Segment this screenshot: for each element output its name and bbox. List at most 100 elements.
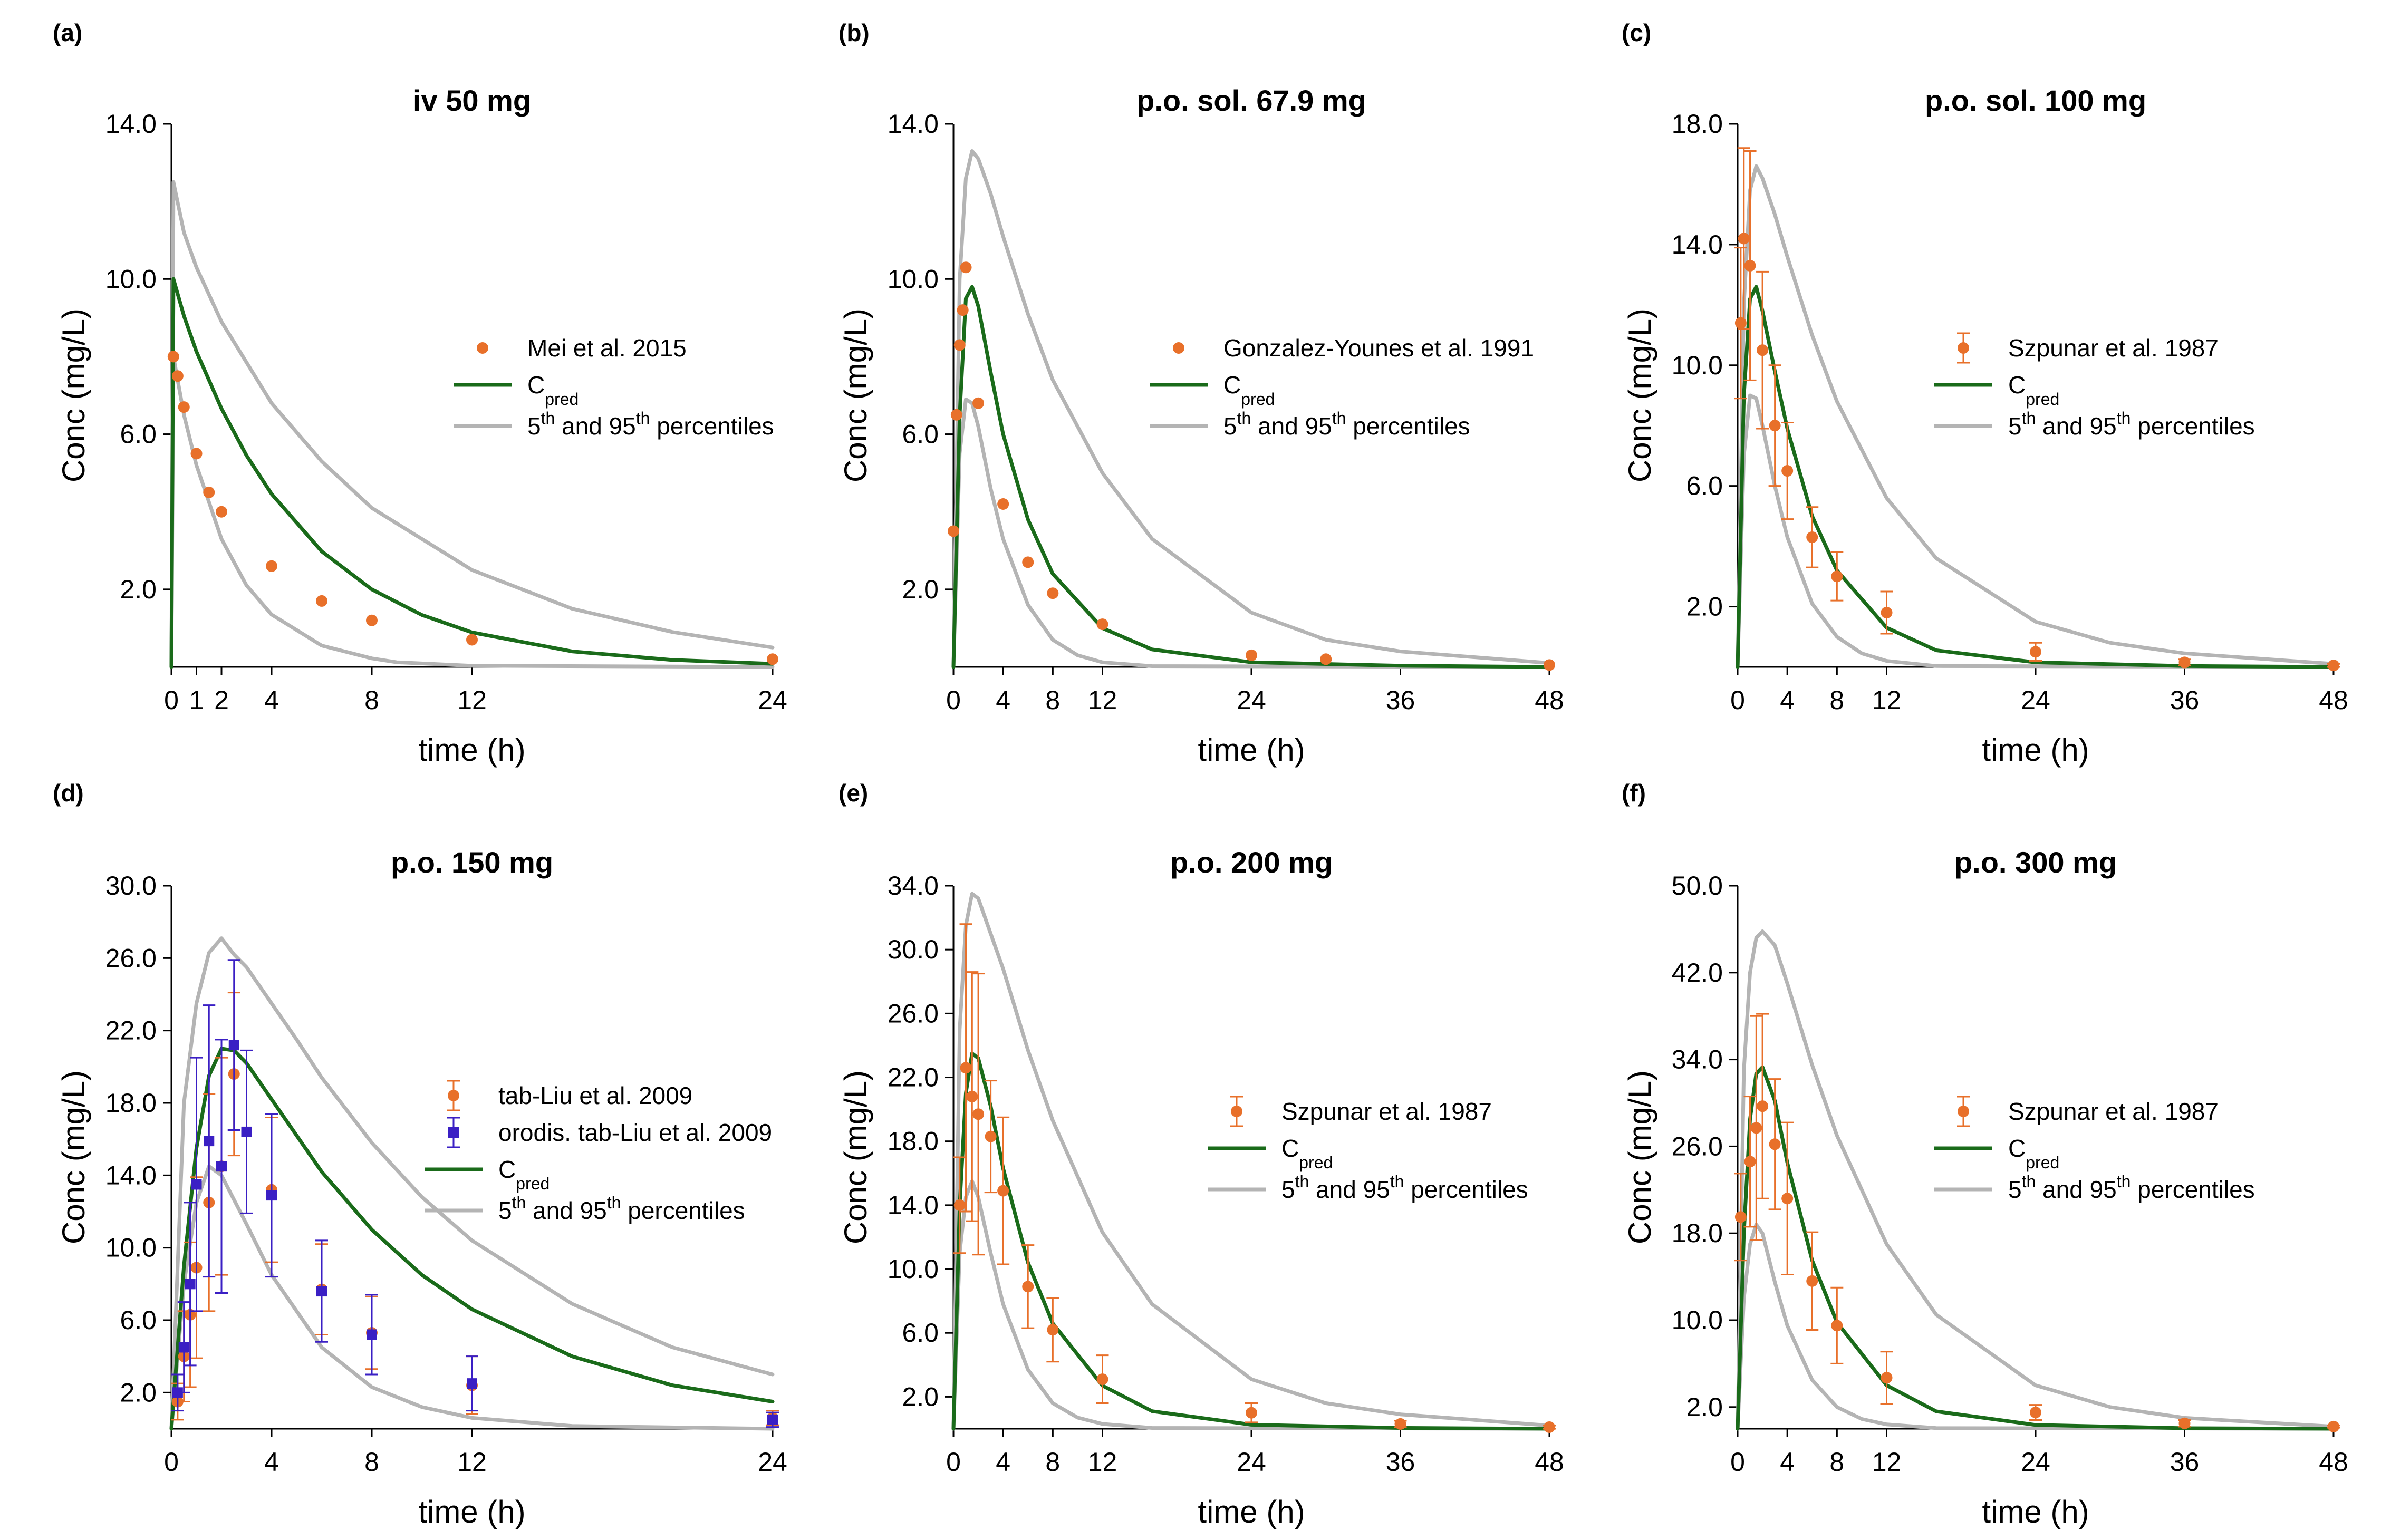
legend-cpred-sub: pred [2026, 390, 2059, 409]
y-tick-label: 10.0 [888, 264, 939, 294]
observed-point [1738, 233, 1750, 245]
legend-cpred-main: C [527, 371, 545, 399]
legend-pct-th2: th [2117, 409, 2131, 428]
y-tick-label: 6.0 [120, 1305, 157, 1335]
panel-label: (d) [53, 779, 84, 807]
legend-pct-5: 5 [1223, 412, 1237, 440]
legend-marker-square [448, 1127, 459, 1138]
cpred-line [169, 277, 775, 669]
y-tick-label: 22.0 [888, 1063, 939, 1092]
y-tick-label: 10.0 [105, 264, 157, 294]
x-tick-label: 24 [758, 1447, 787, 1477]
y-axis-label: Conc (mg/L) [838, 1070, 873, 1244]
legend-cpred-label: Cpred [1223, 371, 1275, 409]
legend-cpred-label: Cpred [1281, 1135, 1333, 1172]
x-tick-label: 0 [1730, 1447, 1745, 1477]
observed-point [1769, 1138, 1781, 1150]
legend-observed-label: Mei et al. 2015 [527, 334, 687, 362]
observed-point [1744, 1156, 1756, 1168]
observed-point [972, 397, 985, 409]
observed-point [957, 304, 969, 316]
legend-pct-tail: percentiles [1404, 1176, 1528, 1203]
legend-cpred-main: C [1223, 371, 1241, 399]
legend-marker [1173, 342, 1184, 354]
legend-marker [477, 342, 488, 354]
legend-cpred-sub: pred [1241, 390, 1275, 409]
cpred-line [1736, 1065, 2336, 1431]
observed-point [171, 370, 184, 382]
legend-observed-label: Szpunar et al. 1987 [2008, 334, 2219, 362]
observed-point-square [204, 1136, 215, 1147]
legend-observed-label: Szpunar et al. 1987 [1281, 1098, 1492, 1125]
observed-point [316, 595, 327, 607]
observed-point [1096, 618, 1108, 631]
x-tick-label: 48 [2319, 685, 2348, 715]
observed-point-square [241, 1126, 252, 1137]
observed-point [1394, 1418, 1406, 1430]
observed-point [167, 351, 179, 363]
percentile-5-line [951, 397, 1551, 669]
legend-observed-label: orodis. tab-Liu et al. 2009 [498, 1119, 772, 1146]
y-tick-label: 2.0 [1686, 592, 1723, 622]
x-tick-label: 0 [164, 685, 179, 715]
legend-cpred-label: Cpred [2008, 1135, 2059, 1172]
percentile-5-line [1736, 393, 2336, 669]
x-tick-label: 12 [1872, 685, 1902, 715]
legend-pct-and: and 95 [526, 1197, 606, 1224]
observed-point [953, 1199, 966, 1211]
y-tick-label: 50.0 [1672, 871, 1723, 900]
chart-title: p.o. sol. 100 mg [1925, 84, 2146, 117]
y-axis-label: Conc (mg/L) [838, 308, 873, 482]
x-tick-label: 12 [1088, 685, 1117, 715]
observed-point [960, 261, 972, 274]
cpred-line [951, 1051, 1551, 1431]
observed-point [950, 409, 962, 421]
legend-pct-5: 5 [2008, 1176, 2022, 1203]
observed-point [2030, 646, 2041, 658]
legend-pct-and: and 95 [555, 412, 635, 440]
x-tick-label: 4 [996, 685, 1010, 715]
observed-point [953, 339, 966, 351]
panel-label: (b) [838, 19, 870, 46]
observed-point [972, 1108, 985, 1120]
legend-pct-th2: th [636, 409, 650, 428]
x-axis-label: time (h) [418, 732, 525, 768]
x-tick-label: 8 [1829, 685, 1844, 715]
panel-d: (d) p.o. 150 mg 0 4 8 12 24 2.0 6.0 10.0 14.0 18.0 2… [53, 779, 787, 1529]
x-tick-label: 0 [1730, 685, 1745, 715]
percentile-95-line [1736, 929, 2336, 1431]
y-tick-label: 10.0 [105, 1233, 157, 1263]
y-tick-label: 34.0 [1672, 1045, 1723, 1074]
legend-cpred-main: C [2008, 1135, 2026, 1162]
y-tick-label: 14.0 [105, 109, 157, 139]
legend-cpred-label: Cpred [498, 1156, 550, 1193]
observed-point [190, 448, 203, 460]
legend-pct-th1: th [2022, 409, 2036, 428]
observed-point [366, 614, 378, 626]
y-tick-label: 6.0 [902, 1318, 939, 1348]
panel-label: (a) [53, 19, 82, 46]
x-tick-label: 12 [1872, 1447, 1902, 1477]
legend-marker [1958, 1106, 1969, 1117]
y-tick-label: 30.0 [105, 871, 157, 900]
legend-percentile-label: 5th and 95th percentiles [2008, 409, 2255, 440]
observed-point [1022, 556, 1034, 568]
x-tick-label: 12 [457, 685, 487, 715]
legend-pct-th1: th [512, 1193, 526, 1212]
observed-point [1734, 317, 1747, 329]
percentile-5-line [1736, 1223, 2336, 1431]
observed-point [1781, 465, 1794, 477]
legend-pct-th1: th [2022, 1172, 2036, 1191]
x-tick-label: 36 [1386, 685, 1415, 715]
observed-point [997, 1185, 1009, 1197]
legend-cpred-sub: pred [516, 1174, 550, 1193]
x-tick-label: 0 [164, 1447, 179, 1477]
observed-point [1096, 1373, 1108, 1386]
legend-cpred-sub: pred [545, 390, 579, 409]
legend-pct-tail: percentiles [2131, 1176, 2254, 1203]
y-tick-label: 26.0 [105, 943, 157, 973]
y-tick-label: 2.0 [902, 575, 939, 604]
percentile-5-line [951, 1179, 1551, 1431]
observed-point-square [228, 1040, 239, 1051]
observed-point [266, 560, 277, 572]
